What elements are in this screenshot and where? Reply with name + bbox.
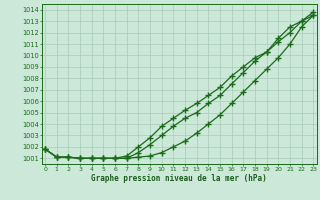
X-axis label: Graphe pression niveau de la mer (hPa): Graphe pression niveau de la mer (hPa) (91, 174, 267, 183)
